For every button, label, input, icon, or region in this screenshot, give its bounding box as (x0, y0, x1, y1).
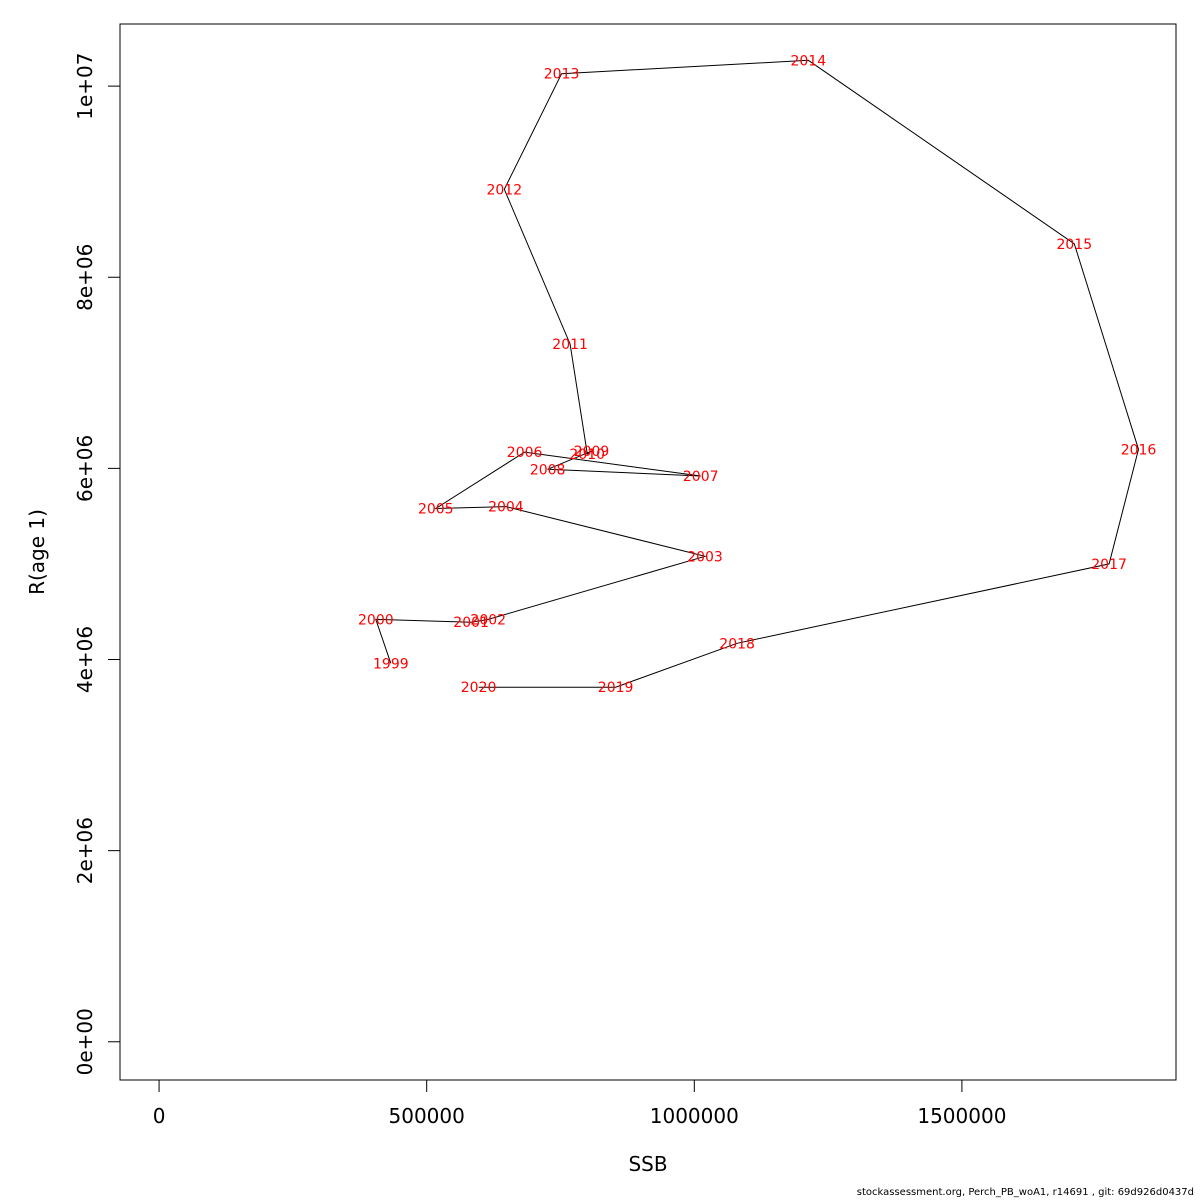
y-tick-label: 8e+06 (73, 244, 97, 311)
year-label-2011: 2011 (552, 337, 588, 353)
footer-note: stockassessment.org, Perch_PB_woA1, r146… (856, 1187, 1194, 1198)
y-tick-label: 2e+06 (73, 817, 97, 884)
year-label-2007: 2007 (683, 469, 719, 485)
year-label-2016: 2016 (1121, 442, 1157, 458)
y-axis-title: R(age 1) (25, 509, 49, 595)
year-label-2020: 2020 (461, 680, 497, 696)
x-tick-label: 0 (153, 1104, 166, 1128)
y-tick-label: 1e+07 (73, 52, 97, 119)
year-label-2013: 2013 (544, 67, 580, 83)
y-tick-label: 4e+06 (73, 626, 97, 693)
x-tick-label: 1000000 (650, 1104, 739, 1128)
year-label-2010: 2010 (569, 447, 605, 463)
year-label-2014: 2014 (790, 53, 826, 69)
year-label-1999: 1999 (373, 656, 409, 672)
year-label-2004: 2004 (488, 500, 524, 516)
year-label-2018: 2018 (719, 636, 755, 652)
year-label-2009: 2009 (574, 444, 610, 460)
year-label-2008: 2008 (530, 462, 566, 478)
year-label-2019: 2019 (598, 680, 634, 696)
plot-frame (119, 23, 1177, 1081)
recruitment-trajectory-line (375, 59, 1140, 688)
x-axis-title: SSB (628, 1152, 667, 1176)
year-label-2012: 2012 (486, 182, 522, 198)
year-label-2006: 2006 (507, 445, 543, 461)
year-label-2015: 2015 (1056, 237, 1092, 253)
year-label-2001: 2001 (453, 615, 489, 631)
y-axis: 0e+00 2e+06 4e+06 6e+06 8e+06 1e+07 (73, 52, 121, 1075)
year-label-2003: 2003 (687, 549, 723, 565)
x-tick-label: 1500000 (917, 1104, 1006, 1128)
y-tick-label: 6e+06 (73, 435, 97, 502)
y-tick-label: 0e+00 (73, 1008, 97, 1075)
year-label-2000: 2000 (358, 612, 394, 628)
year-label-2002: 2002 (470, 612, 506, 628)
year-label-2005: 2005 (418, 502, 454, 518)
year-label-2017: 2017 (1091, 557, 1127, 573)
x-axis: 0 500000 1000000 1500000 (153, 1079, 1006, 1128)
x-tick-label: 500000 (389, 1104, 465, 1128)
